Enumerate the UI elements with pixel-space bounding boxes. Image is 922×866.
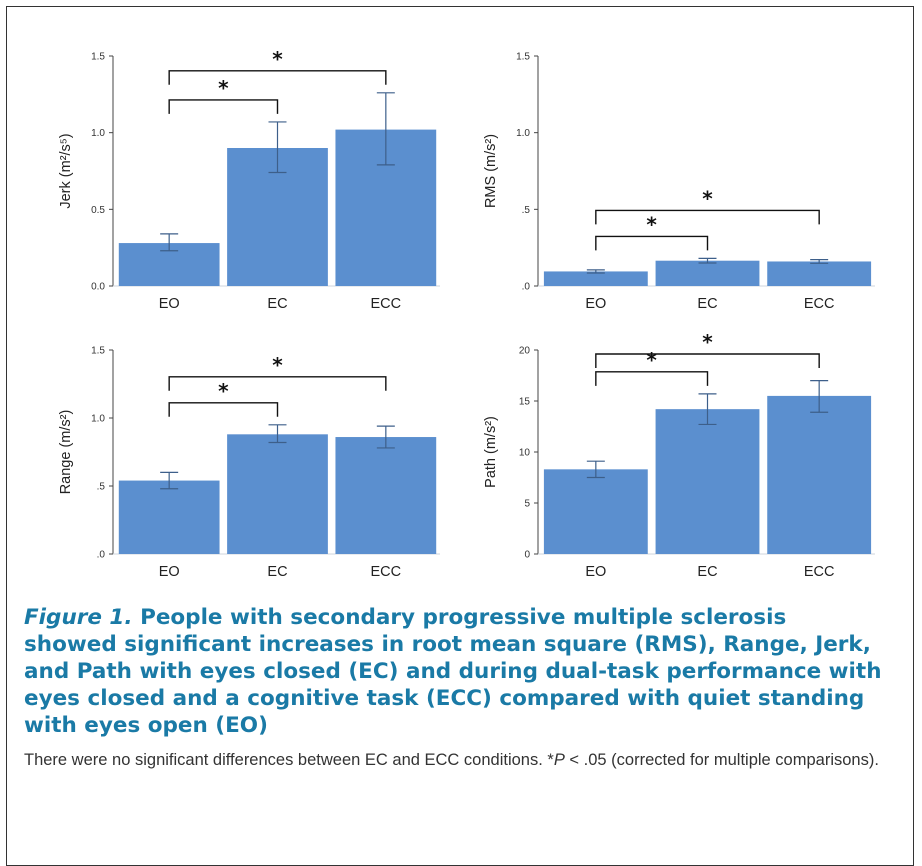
y-tick-label: 20 [519, 346, 531, 357]
x-tick-label: EO [585, 564, 606, 580]
chart-panel-jerk: 0.0 0.5 1.0 1.5 Jerk (m²/s⁵) EO EC ECC * * [40, 38, 450, 320]
significance-bracket [595, 371, 709, 386]
significance-bracket [168, 70, 387, 85]
chart-svg-path: 0 5 10 15 20 Path (m/s²) EO EC ECC * * [483, 330, 875, 580]
y-tick-label: 1.5 [91, 52, 105, 63]
significance-star: * [272, 353, 283, 377]
y-tick-label: .5 [97, 482, 106, 493]
bar-ecc [767, 395, 872, 554]
x-tick-label: EC [697, 564, 717, 580]
figure-title: Figure 1. People with secondary progress… [24, 604, 884, 739]
bar-ecc [767, 261, 872, 286]
significance-star: * [218, 76, 229, 100]
x-tick-label: EO [159, 296, 180, 312]
y-axis-title: Range (m/s²) [58, 410, 74, 495]
chart-panel-path: 0 5 10 15 20 Path (m/s²) EO EC ECC * * [465, 330, 885, 588]
y-tick-label: 0.5 [91, 205, 105, 216]
significance-bracket [595, 209, 820, 225]
y-tick-label: 1.5 [91, 346, 105, 357]
figure-caption: Figure 1. People with secondary progress… [24, 604, 884, 771]
significance-bracket [168, 99, 279, 114]
bar-eo [118, 480, 220, 554]
significance-star: * [272, 47, 283, 71]
significance-bracket [168, 402, 279, 417]
significance-star: * [646, 212, 657, 236]
x-tick-label: ECC [804, 564, 835, 580]
significance-bracket [168, 376, 387, 391]
x-tick-label: EC [267, 296, 287, 312]
figure-note-rest: < .05 (corrected for multiple comparison… [564, 751, 879, 769]
bar-ec [227, 434, 328, 554]
chart-svg-range: .0 .5 1.0 1.5 Range (m/s²) EO EC ECC * * [58, 346, 440, 580]
y-tick-label: 10 [519, 448, 531, 459]
x-tick-label: EC [697, 296, 717, 312]
y-tick-label: 15 [519, 397, 531, 408]
bar-eo [543, 271, 648, 286]
y-tick-label: 1.0 [91, 414, 105, 425]
y-tick-label: 1.0 [91, 128, 105, 139]
y-tick-label: 1.0 [516, 128, 530, 139]
x-tick-label: EO [159, 564, 180, 580]
x-tick-label: ECC [371, 296, 402, 312]
significance-bracket [595, 235, 709, 251]
y-axis-title: RMS (m/s²) [483, 134, 499, 208]
chart-panel-rms: .0 .5 1.0 1.5 RMS (m/s²) EO EC ECC * * [465, 38, 885, 320]
x-tick-label: EO [585, 296, 606, 312]
figure-note-main: There were no significant differences be… [24, 751, 554, 769]
significance-star: * [702, 186, 713, 210]
x-tick-label: ECC [371, 564, 402, 580]
bar-ec [655, 409, 760, 554]
chart-panel-range: .0 .5 1.0 1.5 Range (m/s²) EO EC ECC * * [40, 332, 450, 588]
figure-note-p: P [553, 751, 565, 769]
y-tick-label: .0 [522, 282, 531, 293]
y-axis-title: Path (m/s²) [483, 416, 499, 488]
significance-bracket [595, 353, 820, 368]
y-tick-label: .5 [522, 205, 531, 216]
y-tick-label: 5 [524, 499, 530, 510]
chart-svg-rms: .0 .5 1.0 1.5 RMS (m/s²) EO EC ECC * * [483, 52, 875, 312]
figure-title-text: People with secondary progressive multip… [24, 605, 882, 738]
significance-star: * [702, 330, 713, 354]
y-tick-label: 0 [524, 550, 530, 561]
bar-ecc [335, 437, 437, 554]
bar-ec [655, 260, 760, 286]
x-tick-label: EC [267, 564, 287, 580]
x-tick-label: ECC [804, 296, 835, 312]
figure-note: There were no significant differences be… [24, 749, 884, 771]
chart-svg-jerk: 0.0 0.5 1.0 1.5 Jerk (m²/s⁵) EO EC ECC * * [58, 47, 440, 312]
bar-eo [543, 469, 648, 554]
significance-star: * [218, 379, 229, 403]
y-axis-title: Jerk (m²/s⁵) [58, 133, 74, 208]
y-tick-label: .0 [97, 550, 106, 561]
figure-label: Figure 1. [24, 605, 133, 630]
y-tick-label: 1.5 [516, 52, 530, 63]
y-tick-label: 0.0 [91, 282, 105, 293]
significance-star: * [646, 348, 657, 372]
